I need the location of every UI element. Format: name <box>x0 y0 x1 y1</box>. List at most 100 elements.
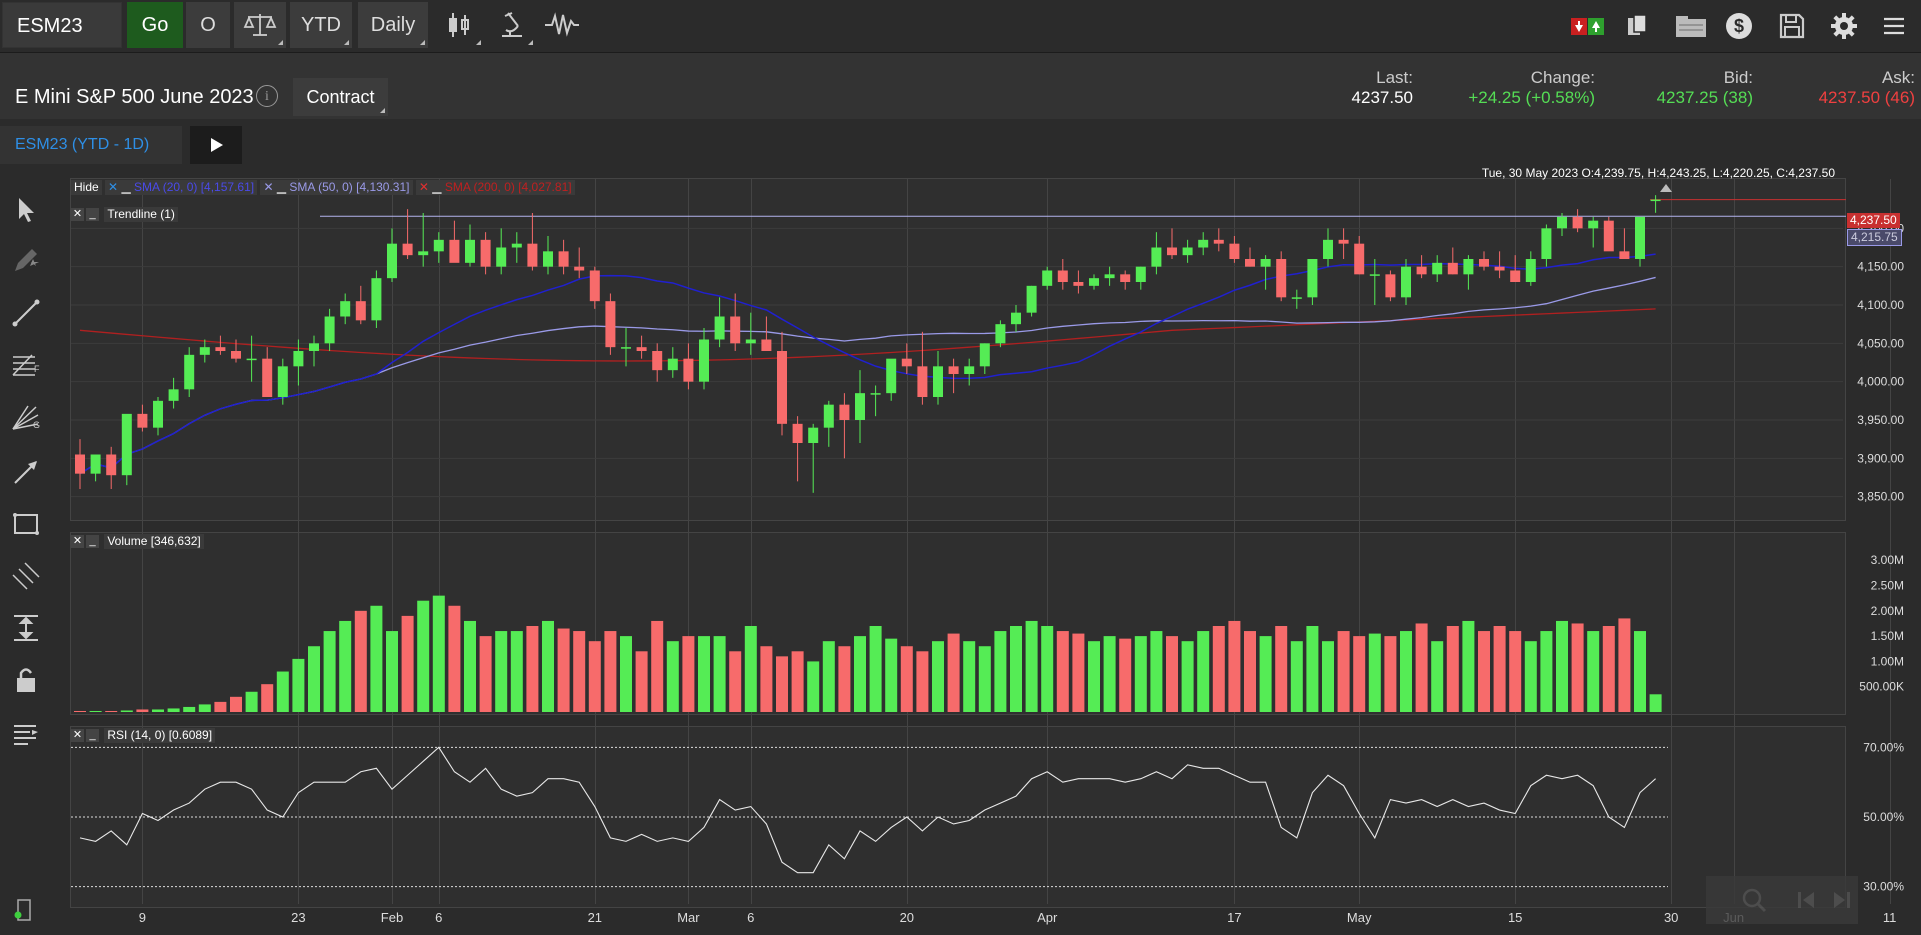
scroll-start-icon[interactable] <box>1792 876 1822 924</box>
candle-body <box>948 366 959 374</box>
measure-tool-icon[interactable] <box>10 612 42 644</box>
candle-body <box>901 358 912 367</box>
volume-bar <box>838 646 851 712</box>
volume-bar <box>1181 641 1194 712</box>
volume-bar <box>1556 620 1568 712</box>
price-tick-label: 3,850.00 <box>1857 490 1904 504</box>
contract-button[interactable]: Contract <box>293 78 388 116</box>
candle-body <box>1104 274 1115 279</box>
waveform-icon <box>545 12 579 37</box>
svg-text:$: $ <box>1734 16 1744 36</box>
volume-bar <box>1275 626 1288 712</box>
minimize-trendline-icon[interactable]: _ <box>86 208 99 222</box>
svg-text:F: F <box>34 364 40 374</box>
candle-body <box>870 393 881 395</box>
rsi-panel[interactable] <box>70 726 1846 908</box>
arrow-tool-icon[interactable] <box>10 456 42 488</box>
candle-body <box>1260 259 1271 267</box>
volume-bar <box>620 636 632 712</box>
trendline-label: Trendline (1) <box>104 207 178 223</box>
candle-body <box>714 316 725 340</box>
channel-tool-icon[interactable] <box>10 560 42 592</box>
period-dropdown[interactable]: YTD <box>290 2 352 48</box>
hide-button[interactable]: Hide <box>71 180 102 196</box>
pencil-icon[interactable] <box>10 244 42 276</box>
rsi-line <box>79 746 1656 874</box>
line-tool-icon[interactable] <box>10 297 42 329</box>
pointer-icon[interactable] <box>10 193 42 225</box>
interval-dropdown[interactable]: Daily <box>358 2 428 48</box>
scroll-end-icon[interactable] <box>1826 876 1856 924</box>
volume-bar <box>1415 623 1428 712</box>
x-axis-label: 15 <box>1508 910 1522 925</box>
object-list-icon[interactable] <box>10 718 42 750</box>
play-button[interactable] <box>190 126 242 164</box>
candle-body <box>730 316 741 344</box>
minimize-rsi-icon[interactable]: _ <box>86 729 99 743</box>
symbol-input[interactable]: ESM23 <box>2 2 122 48</box>
dollar-icon[interactable]: $ <box>1725 12 1753 40</box>
volume-bar <box>729 651 742 712</box>
volume-tick-label: 2.50M <box>1871 579 1904 593</box>
candle-body <box>777 351 787 424</box>
sma200-legend: ✕ ▁ SMA (200, 0) [4,027.81] <box>415 180 575 196</box>
minimize-volume-icon[interactable]: _ <box>86 535 99 549</box>
volume-bar <box>1322 641 1334 712</box>
candle-body <box>106 454 117 476</box>
candle-body <box>621 347 631 349</box>
chart-tab[interactable]: ESM23 (YTD - 1D) <box>0 126 182 164</box>
volume-bar <box>74 710 86 712</box>
arrows-updown-icon[interactable] <box>1570 12 1606 40</box>
chart-type-button[interactable] <box>434 2 484 48</box>
volume-bar <box>604 631 617 712</box>
volume-bar <box>1025 620 1038 712</box>
candle-body <box>1603 220 1614 252</box>
studies-button[interactable] <box>488 2 536 48</box>
volume-bar <box>666 641 679 712</box>
candle-body <box>293 351 304 367</box>
remove-sma200-icon[interactable]: ✕ <box>418 180 429 195</box>
volume-bar <box>167 708 180 712</box>
volume-bar <box>152 709 164 712</box>
candle-body <box>1416 266 1427 275</box>
candle-body <box>1541 228 1552 259</box>
save-icon[interactable] <box>1778 12 1806 40</box>
volume-bar <box>1041 626 1054 712</box>
candle-body <box>1432 262 1443 275</box>
gear-icon[interactable] <box>1830 12 1858 40</box>
remove-volume-icon[interactable]: ✕ <box>71 535 84 549</box>
bid-value: 4237.25 (38) <box>1656 88 1753 107</box>
menu-icon[interactable] <box>1880 12 1908 40</box>
candle-body <box>652 351 663 371</box>
remove-rsi-icon[interactable]: ✕ <box>71 729 84 743</box>
candle-body <box>184 354 195 390</box>
fibonacci-icon[interactable]: F <box>10 350 42 382</box>
rectangle-tool-icon[interactable] <box>10 508 42 540</box>
candle-body <box>667 358 678 371</box>
chart-nav-overlay <box>1706 876 1858 924</box>
volume-bar <box>1431 641 1444 712</box>
price-tick-label: 4,100.00 <box>1857 298 1904 312</box>
volume-bar <box>198 704 211 712</box>
gann-fan-icon[interactable]: G <box>10 402 42 434</box>
indicators-button[interactable] <box>540 2 584 48</box>
candle-body <box>1447 262 1458 275</box>
remove-sma20-icon[interactable]: ✕ <box>108 180 119 195</box>
lock-icon[interactable] <box>10 664 42 696</box>
x-axis-label: 21 <box>588 910 602 925</box>
remove-sma50-icon[interactable]: ✕ <box>263 180 274 195</box>
pages-icon[interactable] <box>1624 12 1652 40</box>
folder-icon[interactable] <box>1674 12 1708 40</box>
o-button[interactable]: O <box>186 2 230 48</box>
info-icon[interactable]: i <box>256 85 278 107</box>
go-button[interactable]: Go <box>127 2 183 48</box>
compare-button[interactable] <box>234 2 286 48</box>
rsi-tick-label: 50.00% <box>1863 810 1904 824</box>
x-axis-label: 17 <box>1227 910 1241 925</box>
zoom-icon[interactable] <box>1734 876 1774 924</box>
volume-bar <box>1478 631 1490 712</box>
price-tick-label: 4,050.00 <box>1857 336 1904 350</box>
remove-trendline-icon[interactable]: ✕ <box>71 208 84 222</box>
candle-body <box>324 316 335 344</box>
